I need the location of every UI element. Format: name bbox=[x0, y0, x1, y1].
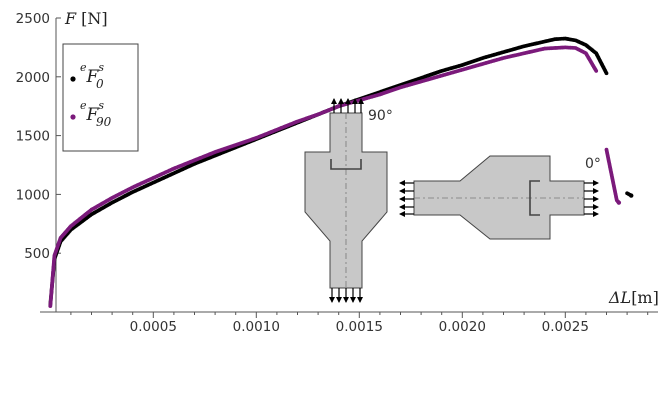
angle-label-0: 0° bbox=[585, 156, 601, 172]
x-ticks: 0.0005 0.0010 0.0015 0.0020 0.0025 bbox=[70, 312, 649, 335]
x-tick-label: 0.0025 bbox=[542, 319, 589, 335]
x-tick-label: 0.0005 bbox=[130, 319, 177, 335]
specimen-0-diagram: 0° bbox=[399, 155, 601, 240]
y-tick-label: 1500 bbox=[16, 129, 50, 145]
data-point bbox=[604, 71, 609, 76]
series-eF90s bbox=[48, 45, 622, 309]
specimen-0-arrows-left bbox=[399, 180, 414, 217]
y-ticks: 500 1000 1500 2000 2500 bbox=[16, 11, 61, 262]
legend-marker-1 bbox=[70, 114, 76, 120]
specimen-0-body bbox=[413, 155, 585, 240]
x-tick-label: 0.0020 bbox=[439, 319, 486, 335]
specimen-90-arrows-bottom bbox=[329, 288, 363, 303]
specimen-90-arrows-top bbox=[331, 98, 364, 113]
specimen-90-diagram: 90° bbox=[304, 98, 393, 303]
specimen-0-arrows-right bbox=[584, 180, 599, 217]
legend-marker-0 bbox=[70, 76, 76, 82]
legend: eFs 0 eFs 90 bbox=[62, 43, 139, 152]
legend-box bbox=[62, 43, 139, 152]
x-tick-label: 0.0015 bbox=[336, 319, 383, 335]
legend-label-0: eFs 0 bbox=[80, 61, 104, 91]
legend-label-1: eFs 90 bbox=[80, 99, 112, 129]
x-axis-label: ΔL[m] bbox=[608, 288, 659, 307]
data-point bbox=[616, 200, 622, 205]
y-tick-label: 2000 bbox=[16, 70, 50, 86]
y-tick-label: 1000 bbox=[16, 187, 50, 203]
y-tick-label: 2500 bbox=[16, 11, 50, 27]
specimen-90-clamp bbox=[330, 159, 362, 170]
data-point bbox=[594, 69, 599, 73]
y-tick-label: 500 bbox=[24, 246, 50, 262]
data-point bbox=[629, 193, 634, 198]
y-axis-label: F [N] bbox=[64, 9, 108, 28]
specimen-0-clamp bbox=[529, 180, 540, 216]
x-tick-label: 0.0010 bbox=[233, 319, 280, 335]
angle-label-90: 90° bbox=[368, 108, 393, 124]
